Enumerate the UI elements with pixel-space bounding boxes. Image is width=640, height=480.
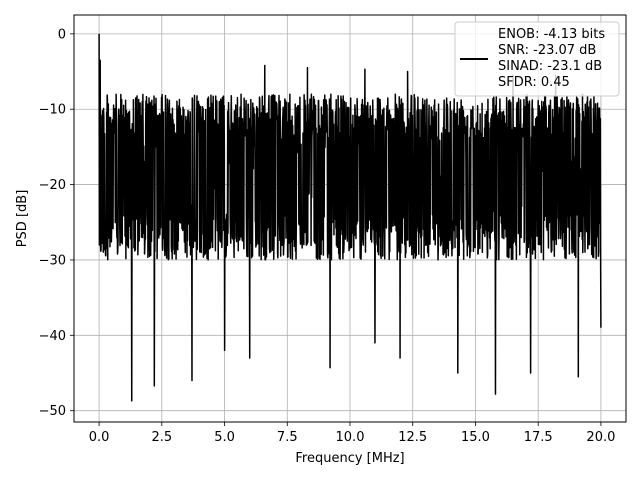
x-tick-label: 12.5 [398, 430, 427, 445]
x-tick-label: 17.5 [524, 430, 553, 445]
x-tick-label: 0.0 [89, 430, 110, 445]
psd-trace-group [98, 33, 602, 402]
legend-entry-sinad: SINAD: -23.1 dB [498, 59, 602, 74]
x-tick-label: 10.0 [336, 430, 365, 445]
legend-entry-sfdr: SFDR: 0.45 [498, 75, 570, 90]
x-tick-label: 5.0 [214, 430, 235, 445]
x-tick-label: 20.0 [586, 430, 615, 445]
y-axis-ticks: 0 −10 −20 −30 −40 −50 [39, 27, 74, 419]
x-axis-ticks: 0.0 2.5 5.0 7.5 10.0 12.5 15.0 17.5 20.0 [89, 422, 615, 445]
y-tick-label: −20 [39, 178, 66, 193]
x-axis-label: Frequency [MHz] [295, 451, 404, 466]
y-tick-label: 0 [58, 27, 66, 42]
legend-entry-enob: ENOB: -4.13 bits [498, 27, 605, 42]
psd-series-line [98, 33, 602, 402]
legend-entry-snr: SNR: -23.07 dB [498, 43, 596, 58]
y-axis-label: PSD [dB] [15, 190, 30, 248]
x-tick-label: 15.0 [461, 430, 490, 445]
y-tick-label: −10 [39, 103, 66, 118]
legend: ENOB: -4.13 bits SNR: -23.07 dB SINAD: -… [454, 21, 620, 97]
legend-box [454, 21, 620, 97]
y-tick-label: −40 [39, 329, 66, 344]
x-tick-label: 2.5 [151, 430, 172, 445]
y-tick-label: −30 [39, 253, 66, 268]
y-tick-label: −50 [39, 404, 66, 419]
x-tick-label: 7.5 [277, 430, 298, 445]
